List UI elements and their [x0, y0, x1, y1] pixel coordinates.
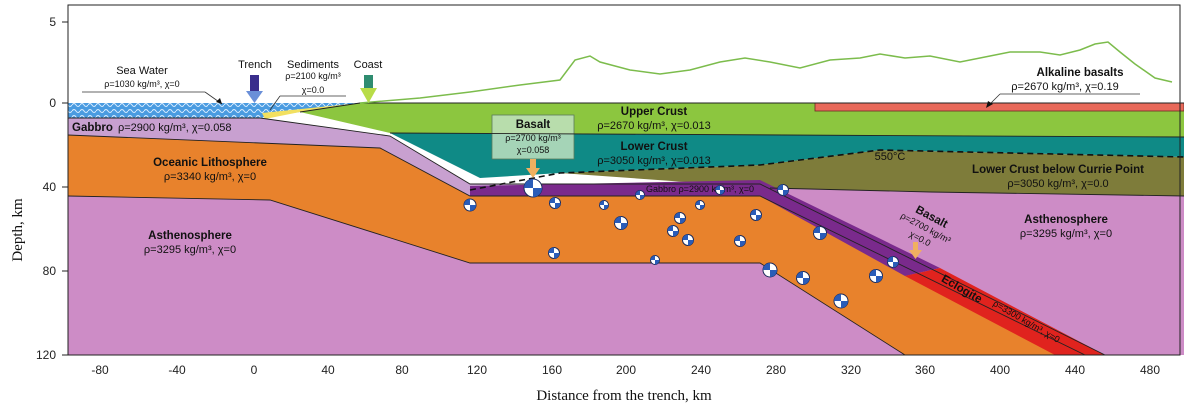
lower-crust-curie-layer: [560, 150, 1184, 196]
plot-frame: [67, 4, 1181, 356]
y-tick-label: 120: [36, 348, 56, 362]
x-tick-label: 440: [1065, 363, 1085, 377]
asthenosphere-right-layer: [770, 188, 1184, 355]
basalt-box-chi: χ=0.058: [517, 145, 550, 155]
lower-crust-props: ρ=3050 kg/m³, χ=0.013: [597, 155, 711, 167]
basalt-box: [491, 114, 575, 160]
x-tick-label: 320: [841, 363, 861, 377]
lower-crust-curie-label: Lower Crust below Currie Point: [972, 164, 1144, 176]
lower-crust-layer: [390, 133, 1184, 178]
x-axis-title: Distance from the trench, km: [536, 388, 712, 404]
earthquake-focal-mechanism-icon: [762, 262, 778, 278]
earthquake-focal-mechanism-icon: [463, 198, 477, 212]
x-tick-label: 200: [616, 363, 636, 377]
y-tick-label: 40: [43, 180, 57, 194]
earthquake-focal-mechanism-icon: [833, 293, 849, 309]
earthquake-focal-mechanism-icon: [674, 212, 686, 224]
earthquake-focal-mechanism-icon: [750, 209, 762, 221]
alkaline-basalts-layer: [814, 102, 1184, 112]
asthenosphere-right-props: ρ=3295 kg/m³, χ=0: [1020, 228, 1112, 240]
slab-gabbro-label: Gabbro ρ=2900 kg/m³, χ=0: [646, 184, 754, 194]
coast-arrow-icon: [360, 75, 377, 103]
sea-water-label: Sea Water: [116, 65, 168, 77]
y-tick-label: 5: [49, 15, 56, 29]
x-tick-label: 280: [766, 363, 786, 377]
asthenosphere-left-props: ρ=3295 kg/m³, χ=0: [144, 244, 236, 256]
earthquake-focal-mechanism-icon: [777, 184, 789, 196]
earthquake-focal-mechanism-icon: [682, 234, 694, 246]
trench-arrow-icon: [246, 75, 263, 103]
earthquake-focal-mechanism-icon: [548, 247, 560, 259]
x-axis: -80 -40 0 40 80 120 160 200 240 280 320 …: [91, 363, 1160, 404]
x-tick-label: 160: [542, 363, 562, 377]
x-tick-label: 360: [915, 363, 935, 377]
isotherm-label: 550°C: [875, 151, 906, 163]
alkaline-props: ρ=2670 kg/m³, χ=0.19: [1011, 81, 1118, 93]
x-tick-label: 120: [467, 363, 487, 377]
trench-label: Trench: [238, 59, 272, 71]
earthquake-focal-mechanism-icon: [869, 269, 883, 283]
topography-line: [359, 41, 1173, 104]
isotherm-550-line: [469, 149, 1184, 191]
oceanic-lithosphere-label: Oceanic Lithosphere: [153, 157, 267, 169]
gabbro-label: Gabbro: [72, 122, 113, 134]
x-tick-label: 0: [251, 363, 258, 377]
y-axis-title: Depth, km: [10, 198, 26, 262]
x-tick-label: 40: [321, 363, 335, 377]
earthquake-focal-mechanism-icon: [614, 216, 628, 230]
asthenosphere-layer: [68, 196, 905, 355]
lower-crust-label: Lower Crust: [620, 141, 687, 153]
basalt-slab-arrow-icon: [909, 242, 922, 259]
sea-water-annotation: Sea Water ρ=1030 kg/m³, χ=0: [82, 65, 223, 105]
lower-crust-curie-props: ρ=3050 kg/m³, χ=0.0: [1007, 178, 1108, 190]
x-tick-label: -40: [168, 363, 186, 377]
basalt-box-rho: ρ=2700 kg/m³: [505, 133, 560, 143]
earthquake-focal-mechanism-icon: [695, 200, 705, 210]
earthquake-focal-mechanism-icon: [667, 225, 679, 237]
asthenosphere-left-label: Asthenosphere: [148, 230, 232, 242]
y-tick-label: 80: [43, 264, 57, 278]
sediments-chi: χ=0.0: [302, 85, 325, 95]
sea-water-layer: [68, 103, 360, 118]
coast-annotation: Coast: [354, 59, 383, 103]
asthenosphere-right-label: Asthenosphere: [1024, 214, 1108, 226]
gabbro-props: ρ=2900 kg/m³, χ=0.058: [118, 122, 232, 134]
sediments-rho: ρ=2100 kg/m³: [285, 71, 340, 81]
alkaline-annotation: Alkaline basalts ρ=2670 kg/m³, χ=0.19: [986, 67, 1140, 108]
earthquake-focal-mechanism-icon: [813, 226, 827, 240]
sediments-label: Sediments: [287, 59, 339, 71]
basalt-arrow-icon: [526, 159, 540, 178]
upper-crust-props: ρ=2670 kg/m³, χ=0.013: [597, 120, 711, 132]
sediments-annotation: Sediments ρ=2100 kg/m³ χ=0.0: [269, 59, 346, 111]
sediments-layer: [262, 103, 360, 119]
earthquake-focal-mechanism-icon: [599, 200, 609, 210]
sea-water-props: ρ=1030 kg/m³, χ=0: [104, 79, 179, 89]
earthquake-focal-mechanism-icon: [887, 256, 899, 268]
eclogite-layer: [905, 268, 1105, 355]
earthquake-focal-mechanism-icon: [523, 178, 543, 198]
earthquake-focal-mechanism-icon: [734, 235, 746, 247]
x-tick-label: 80: [395, 363, 409, 377]
oceanic-lithosphere-props: ρ=3340 kg/m³, χ=0: [164, 171, 256, 183]
earthquake-markers: [463, 178, 899, 309]
earthquake-focal-mechanism-icon: [635, 190, 645, 200]
earthquake-focal-mechanism-icon: [650, 255, 660, 265]
x-tick-label: -80: [91, 363, 109, 377]
basalt-box-label: Basalt: [516, 119, 551, 131]
y-axis: 5 0 40 80 120 Depth, km: [10, 15, 68, 362]
earthquake-focal-mechanism-icon: [549, 197, 561, 209]
x-tick-label: 400: [990, 363, 1010, 377]
x-tick-label: 240: [691, 363, 711, 377]
x-tick-label: 480: [1140, 363, 1160, 377]
alkaline-label: Alkaline basalts: [1037, 67, 1124, 79]
y-tick-label: 0: [49, 96, 56, 110]
earthquake-focal-mechanism-icon: [796, 271, 810, 285]
trench-annotation: Trench: [238, 59, 272, 103]
upper-crust-label: Upper Crust: [621, 106, 688, 118]
earthquake-focal-mechanism-icon: [715, 185, 725, 195]
coast-label: Coast: [354, 59, 383, 71]
